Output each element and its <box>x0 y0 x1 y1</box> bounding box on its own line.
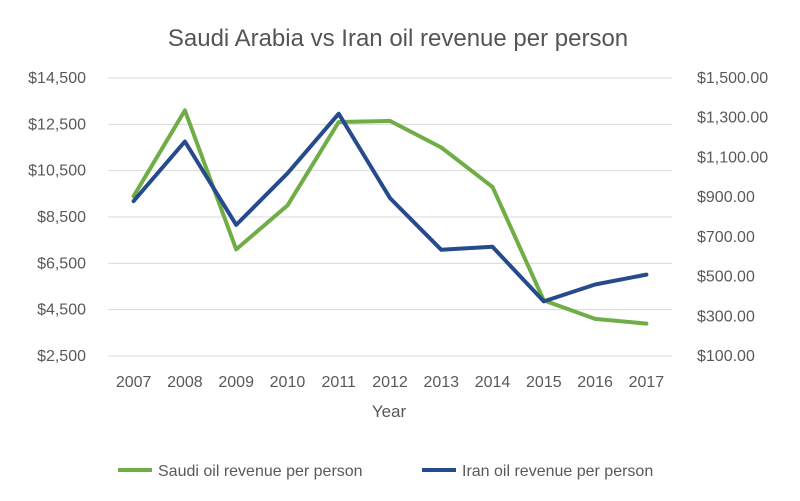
data-point <box>338 113 340 115</box>
data-point <box>594 318 596 320</box>
data-point <box>389 197 391 199</box>
left-tick-label: $6,500 <box>37 255 86 272</box>
x-tick-label: 2007 <box>116 374 152 391</box>
x-tick-label: 2014 <box>475 374 511 391</box>
right-tick-label: $500.00 <box>697 269 755 286</box>
right-tick-label: $100.00 <box>697 348 755 365</box>
x-tick-label: 2009 <box>218 374 254 391</box>
x-tick-label: 2016 <box>577 374 613 391</box>
data-point <box>184 109 186 111</box>
right-tick-label: $1,300.00 <box>697 110 768 127</box>
chart-title: Saudi Arabia vs Iran oil revenue per per… <box>168 25 628 52</box>
x-tick-label: 2011 <box>322 374 357 391</box>
left-tick-label: $4,500 <box>37 302 86 319</box>
data-point <box>645 323 647 325</box>
data-point <box>492 186 494 188</box>
data-point <box>594 284 596 286</box>
data-point <box>338 121 340 123</box>
data-point <box>492 246 494 248</box>
data-point <box>645 274 647 276</box>
left-tick-label: $8,500 <box>37 209 86 226</box>
data-point <box>543 300 545 302</box>
right-tick-label: $1,500.00 <box>697 70 768 87</box>
data-point <box>133 195 135 197</box>
right-tick-label: $300.00 <box>697 308 755 325</box>
data-point <box>235 248 237 250</box>
x-axis-title: Year <box>372 402 407 421</box>
x-tick-label: 2010 <box>270 374 306 391</box>
data-point <box>286 172 288 174</box>
legend: Saudi oil revenue per person Iran oil re… <box>118 463 653 480</box>
right-tick-label: $1,100.00 <box>697 149 768 166</box>
left-tick-label: $2,500 <box>37 348 86 365</box>
data-point <box>389 120 391 122</box>
x-tick-label: 2013 <box>423 374 459 391</box>
x-tick-label: 2012 <box>372 374 408 391</box>
right-axis-ticks: $100.00 $300.00 $500.00 $700.00 $900.00 $1,10… <box>697 70 768 365</box>
data-point <box>440 147 442 148</box>
right-tick-label: $700.00 <box>697 229 755 246</box>
data-point <box>184 141 186 143</box>
x-tick-label: 2008 <box>167 374 203 391</box>
series-lines <box>131 108 649 326</box>
left-tick-label: $10,500 <box>28 163 86 180</box>
right-tick-label: $900.00 <box>697 189 755 206</box>
left-axis-ticks: $2,500 $4,500 $6,500 $8,500 $10,500 $12,500 $1… <box>28 70 86 365</box>
x-axis-ticks: 2007 2008 2009 2010 2011 2012 2013 2014 2015 2016… <box>116 374 664 391</box>
x-tick-label: 2017 <box>629 374 665 391</box>
series-line-iran <box>131 111 649 304</box>
data-point <box>235 224 237 226</box>
x-tick-label: 2015 <box>526 374 562 391</box>
data-point <box>440 249 442 251</box>
legend-label-iran: Iran oil revenue per person <box>462 463 653 480</box>
left-tick-label: $12,500 <box>28 116 86 133</box>
data-point <box>286 204 288 206</box>
legend-label-saudi: Saudi oil revenue per person <box>158 463 363 480</box>
data-point <box>133 200 135 202</box>
left-tick-label: $14,500 <box>28 70 86 87</box>
